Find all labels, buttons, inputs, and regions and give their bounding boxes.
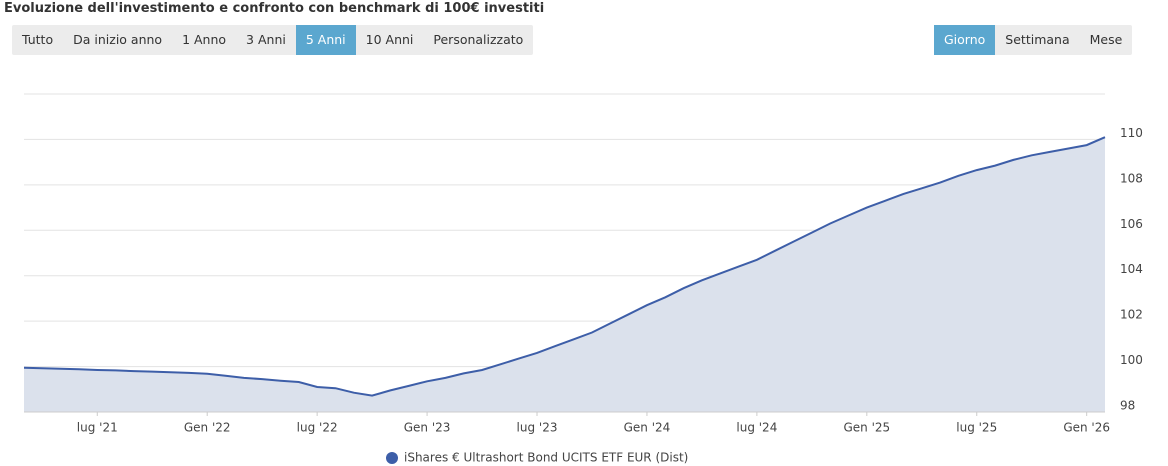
chart-title: Evoluzione dell'investimento e confronto… [4, 1, 545, 16]
y-tick-label: 108 [1120, 171, 1143, 185]
y-tick-label: 106 [1120, 217, 1143, 231]
series-line [23, 136, 1106, 397]
x-tick-label: lug '23 [517, 421, 558, 435]
option-button[interactable]: 5 Anni [295, 25, 356, 55]
option-button[interactable]: 10 Anni [365, 32, 414, 47]
y-tick-label: 110 [1120, 126, 1143, 140]
option-button[interactable]: 3 Anni [246, 32, 286, 47]
range-selector: Tutto Da inizio anno 1 Anno 3 Anni 5 Anni 10 … [12, 25, 534, 55]
option-button[interactable]: Tutto [22, 32, 54, 47]
x-tick-label: lug '22 [297, 421, 338, 435]
option-button[interactable]: Settimana [1005, 32, 1070, 47]
x-tick-label: Gen '23 [404, 421, 451, 435]
granularity-selector: Giorno Settimana Mese [934, 25, 1133, 55]
x-tick-label: lug '24 [736, 421, 777, 435]
option-button[interactable]: Personalizzato [433, 32, 524, 47]
x-tick-label: Gen '22 [184, 421, 231, 435]
x-tick-label: Gen '25 [843, 421, 890, 435]
option-button[interactable]: Mese [1089, 32, 1123, 47]
x-tick-label: lug '25 [956, 421, 997, 435]
y-tick-label: 102 [1120, 308, 1143, 322]
y-tick-label: 100 [1120, 353, 1143, 367]
area-fill [24, 137, 1105, 412]
legend-label: iShares € Ultrashort Bond UCITS ETF EUR … [404, 451, 688, 465]
x-tick-label: Gen '26 [1063, 421, 1110, 435]
y-tick-label: 98 [1120, 399, 1135, 413]
y-tick-label: 104 [1120, 262, 1143, 276]
option-button[interactable]: Da inizio anno [73, 32, 163, 47]
option-button[interactable]: 1 Anno [182, 32, 227, 47]
x-tick-label: lug '21 [77, 421, 118, 435]
x-tick-label: Gen '24 [624, 421, 671, 435]
option-button[interactable]: Giorno [934, 25, 996, 55]
legend-marker [386, 452, 398, 464]
